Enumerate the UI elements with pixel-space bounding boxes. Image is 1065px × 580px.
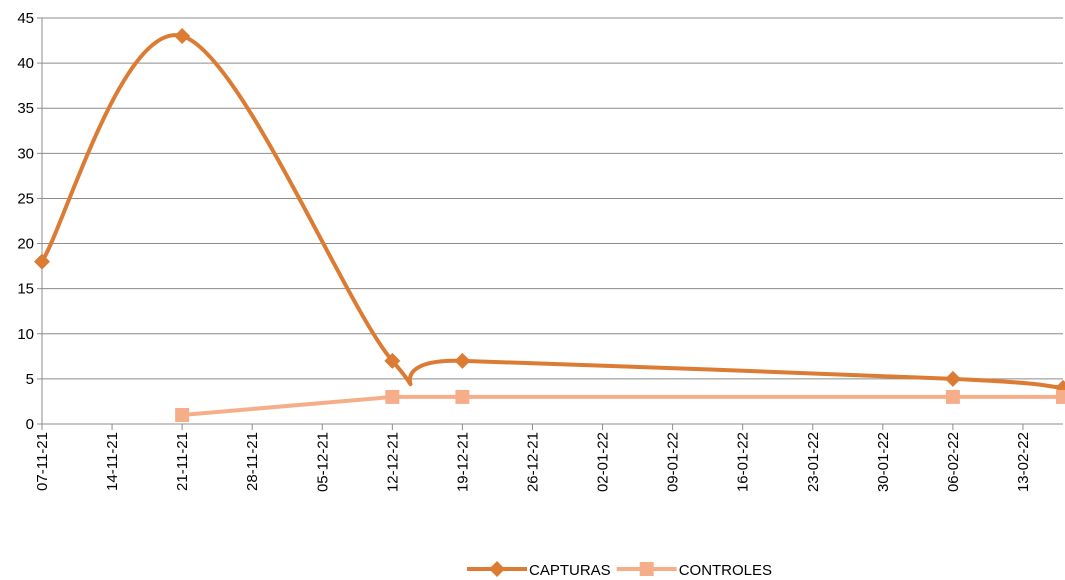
marker [34, 253, 50, 270]
series-line [40, 33, 1064, 390]
x-tick-label: 06-02-22 [945, 432, 962, 492]
x-tick-label: 07-11-21 [34, 432, 51, 491]
marker [385, 389, 400, 404]
marker [175, 407, 190, 422]
x-tick-label: 05-12-21 [314, 432, 331, 492]
x-tick-label: 13-02-22 [1015, 432, 1032, 492]
y-tick-label: 25 [17, 190, 34, 207]
marker [945, 389, 960, 404]
x-tick-label: 02-01-22 [595, 432, 612, 492]
x-tick-label: 09-01-22 [665, 432, 682, 492]
legend-label: CAPTURAS [529, 562, 611, 579]
x-tick-label: 12-12-21 [384, 432, 401, 492]
x-tick-label: 21-11-21 [174, 432, 191, 491]
y-tick-label: 15 [17, 281, 34, 298]
legend-label: CONTROLES [679, 562, 772, 579]
y-tick-label: 20 [17, 236, 34, 253]
y-tick-label: 5 [26, 371, 34, 388]
y-tick-label: 0 [26, 416, 34, 433]
y-tick-label: 45 [17, 10, 34, 27]
marker [455, 389, 470, 404]
marker [384, 352, 401, 369]
x-tick-label: 19-12-21 [454, 432, 471, 492]
y-tick-label: 40 [17, 55, 34, 72]
y-tick-label: 30 [17, 145, 34, 162]
y-tick-label: 35 [17, 100, 34, 117]
x-tick-label: 14-11-21 [104, 432, 121, 491]
marker [944, 370, 961, 387]
x-tick-label: 30-01-22 [875, 432, 892, 492]
x-tick-label: 23-01-22 [805, 432, 822, 492]
x-tick-label: 26-12-21 [524, 432, 541, 492]
marker [174, 28, 191, 45]
x-tick-label: 28-11-21 [244, 432, 261, 491]
marker [454, 352, 471, 369]
x-tick-label: 16-01-22 [735, 432, 752, 492]
series-line [181, 394, 1063, 417]
legend-marker [639, 562, 654, 576]
marker [1056, 389, 1065, 404]
legend-marker [489, 561, 505, 577]
y-tick-label: 10 [17, 326, 34, 343]
